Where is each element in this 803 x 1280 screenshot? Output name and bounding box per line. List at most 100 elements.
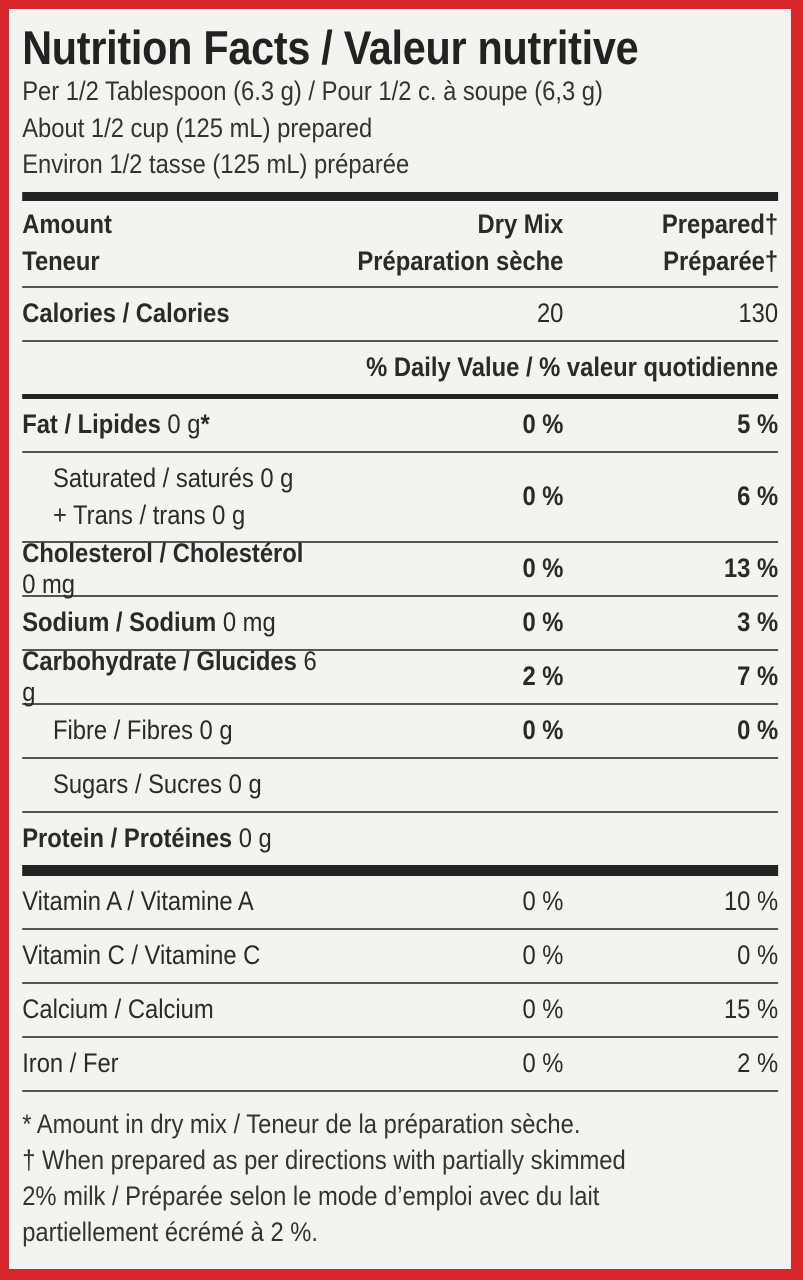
nutrient-name: Sodium / Sodium xyxy=(22,607,217,637)
divider xyxy=(22,927,779,930)
dry-mix-percent: 0 % xyxy=(522,553,564,583)
divider xyxy=(22,594,779,597)
asterisk-marker: * xyxy=(200,409,210,439)
nutrition-facts-panel: Nutrition Facts / Valeur nutritive Per 1… xyxy=(9,9,791,1269)
divider-thick xyxy=(22,864,779,876)
nutrient-label: Sugars / Sucres 0 g xyxy=(22,769,317,800)
prepared-percent: 10 % xyxy=(723,886,779,916)
vitamin-row: Calcium / Calcium 0 % 15 % xyxy=(22,984,778,1036)
vitamin-label: Vitamin C / Vitamine C xyxy=(22,940,261,970)
nutrient-name-line: Sugars / Sucres 0 g xyxy=(53,769,317,800)
nutrient-name: Protein / Protéines xyxy=(22,823,233,853)
prepared-header: Prepared† xyxy=(661,208,779,239)
divider xyxy=(22,702,779,705)
prepared-percent: 7 % xyxy=(737,661,779,691)
nutrient-amount: Saturated / saturés 0 g xyxy=(53,462,294,493)
footnote-dagger-cont: partiellement écrémé à 2 %. xyxy=(22,1216,319,1247)
nutrient-label: Carbohydrate / Glucides 6 g xyxy=(22,646,317,708)
nutrient-name-line: Fibre / Fibres 0 g xyxy=(53,715,317,746)
label-title: Nutrition Facts / Valeur nutritive xyxy=(22,21,639,74)
divider-medium xyxy=(22,393,779,399)
nutrient-name-line: Saturated / saturés 0 g xyxy=(53,463,317,494)
nutrient-label: Saturated / saturés 0 g + Trans / trans 0… xyxy=(22,463,317,531)
nutrient-amount: 0 mg xyxy=(22,568,76,599)
nutrient-list: Fat / Lipides 0 g* 0 % 5 % Saturated / satu… xyxy=(22,399,778,865)
vitamin-label: Vitamin A / Vitamine A xyxy=(22,886,254,916)
amount-header: Amount xyxy=(22,208,112,239)
prepared-header-fr: Préparée† xyxy=(663,245,779,276)
dry-mix-percent: 0 % xyxy=(522,1048,564,1078)
column-header: Amount Teneur Dry Mix Préparation sèche Pr… xyxy=(22,201,778,286)
calories-dry: 20 xyxy=(536,298,564,328)
divider xyxy=(22,810,779,813)
nutrient-amount: 0 mg xyxy=(216,607,276,637)
dry-mix-percent: 2 % xyxy=(522,661,564,691)
dry-mix-percent: 0 % xyxy=(522,715,564,745)
vitamin-row: Vitamin C / Vitamine C 0 % 0 % xyxy=(22,930,778,982)
nutrient-name: Fat / Lipides xyxy=(22,409,161,439)
nutrient-label: Sodium / Sodium 0 mg xyxy=(22,607,317,638)
dry-mix-percent: 0 % xyxy=(522,481,564,511)
prepared-percent: 0 % xyxy=(737,940,779,970)
nutrient-row: Saturated / saturés 0 g + Trans / trans 0… xyxy=(22,453,778,541)
vitamin-row: Iron / Fer 0 % 2 % xyxy=(22,1038,778,1090)
nutrient-name-line: Sodium / Sodium 0 mg xyxy=(22,607,317,638)
calories-row: Calories / Calories 20 130 xyxy=(22,288,778,340)
nutrient-name: Cholesterol / Cholestérol xyxy=(22,537,304,568)
nutrient-amount: 6 g xyxy=(22,645,317,707)
prepared-percent: 15 % xyxy=(723,994,779,1024)
divider xyxy=(22,450,779,453)
footnote-dagger: † When prepared as per directions with p… xyxy=(22,1144,626,1175)
vitamin-row: Vitamin A / Vitamine A 0 % 10 % xyxy=(22,876,778,928)
nutrient-row: Protein / Protéines 0 g xyxy=(22,813,778,865)
nutrient-row: Fat / Lipides 0 g* 0 % 5 % xyxy=(22,399,778,451)
dry-mix-percent: 0 % xyxy=(522,994,564,1024)
prepared-percent: 0 % xyxy=(737,715,779,745)
prepared-percent: 13 % xyxy=(723,553,779,583)
daily-value-header: % Daily Value / % valeur quotidienne xyxy=(366,352,779,382)
divider xyxy=(22,1089,779,1092)
prepared-percent: 2 % xyxy=(737,1048,779,1078)
nutrient-row: Sodium / Sodium 0 mg 0 % 3 % xyxy=(22,597,778,649)
serving-size-line: Per 1/2 Tablespoon (6.3 g) / Pour 1/2 c.… xyxy=(22,76,603,106)
nutrient-label: Fat / Lipides 0 g* xyxy=(22,409,317,440)
divider xyxy=(22,648,779,651)
prepared-percent: 3 % xyxy=(737,607,779,637)
dry-mix-header: Dry Mix xyxy=(477,208,564,239)
nutrient-name-line: Fat / Lipides 0 g* xyxy=(22,409,317,440)
prepared-percent: 6 % xyxy=(737,481,779,511)
nutrient-name: Carbohydrate / Glucides xyxy=(22,645,297,676)
serving-prepared-fr: Environ 1/2 tasse (125 mL) préparée xyxy=(22,149,410,179)
nutrient-row: Cholesterol / Cholestérol 0 mg 0 % 13 % xyxy=(22,538,779,599)
divider xyxy=(22,339,779,342)
teneur-header: Teneur xyxy=(22,245,100,276)
nutrient-name-line: Cholesterol / Cholestérol 0 mg xyxy=(22,538,317,600)
vitamin-label: Iron / Fer xyxy=(22,1048,119,1078)
prepared-percent: 5 % xyxy=(737,409,779,439)
nutrient-label: Protein / Protéines 0 g xyxy=(22,823,317,854)
footnotes: * Amount in dry mix / Teneur de la prépa… xyxy=(22,1092,778,1250)
serving-prepared-en: About 1/2 cup (125 mL) prepared xyxy=(22,112,373,143)
divider xyxy=(22,1035,779,1038)
nutrient-label: Cholesterol / Cholestérol 0 mg xyxy=(22,538,317,600)
nutrient-amount: Sugars / Sucres 0 g xyxy=(53,769,262,799)
nutrient-row: Carbohydrate / Glucides 6 g 2 % 7 % xyxy=(22,646,779,707)
divider xyxy=(22,540,779,543)
vitamin-list: Vitamin A / Vitamine A 0 % 10 % Vitamin C /… xyxy=(22,876,778,1092)
nutrient-amount: Fibre / Fibres 0 g xyxy=(53,715,233,745)
footnote-dagger-cont: 2% milk / Préparée selon le mode d’emplo… xyxy=(22,1180,600,1211)
divider xyxy=(22,756,779,759)
nutrient-amount: 0 g xyxy=(232,823,272,853)
dry-mix-percent: 0 % xyxy=(522,886,564,916)
calories-label: Calories / Calories xyxy=(22,298,230,328)
nutrient-name-line: Protein / Protéines 0 g xyxy=(22,823,317,854)
divider-thick xyxy=(22,191,779,201)
vitamin-label: Calcium / Calcium xyxy=(22,994,214,1024)
dry-mix-header-fr: Préparation sèche xyxy=(357,245,564,276)
dry-mix-percent: 0 % xyxy=(522,409,564,439)
nutrient-sub-line: + Trans / trans 0 g xyxy=(53,499,246,530)
divider xyxy=(22,981,779,984)
dry-mix-percent: 0 % xyxy=(522,940,564,970)
nutrient-row: Fibre / Fibres 0 g 0 % 0 % xyxy=(22,705,778,757)
dry-mix-percent: 0 % xyxy=(522,607,564,637)
